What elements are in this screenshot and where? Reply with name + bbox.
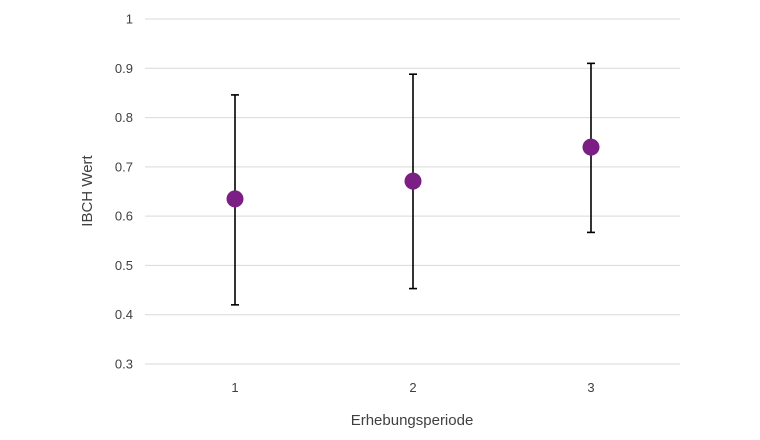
x-axis-title: Erhebungsperiode: [351, 412, 474, 429]
x-tick-label-1: 1: [231, 380, 238, 395]
data-point-3: [582, 138, 600, 156]
y-axis-title: IBCH Wert: [79, 154, 96, 226]
y-tick-label-0.4: 0.4: [115, 307, 133, 322]
y-tick-label-0.8: 0.8: [115, 110, 133, 125]
y-tick-label-0.7: 0.7: [115, 159, 133, 174]
x-tick-label-3: 3: [587, 380, 594, 395]
x-tick-label-2: 2: [409, 380, 416, 395]
y-tick-label-1: 1: [126, 12, 133, 27]
data-point-2: [404, 172, 422, 190]
y-tick-label-0.9: 0.9: [115, 61, 133, 76]
data-points: [226, 138, 600, 208]
data-point-1: [226, 190, 244, 208]
y-tick-label-0.6: 0.6: [115, 209, 133, 224]
y-tick-labels: 0.3 0.4 0.5 0.6 0.7 0.8 0.9 1: [115, 12, 133, 372]
x-tick-labels: 1 2 3: [231, 380, 594, 395]
y-tick-label-0.5: 0.5: [115, 258, 133, 273]
y-tick-label-0.3: 0.3: [115, 357, 133, 372]
